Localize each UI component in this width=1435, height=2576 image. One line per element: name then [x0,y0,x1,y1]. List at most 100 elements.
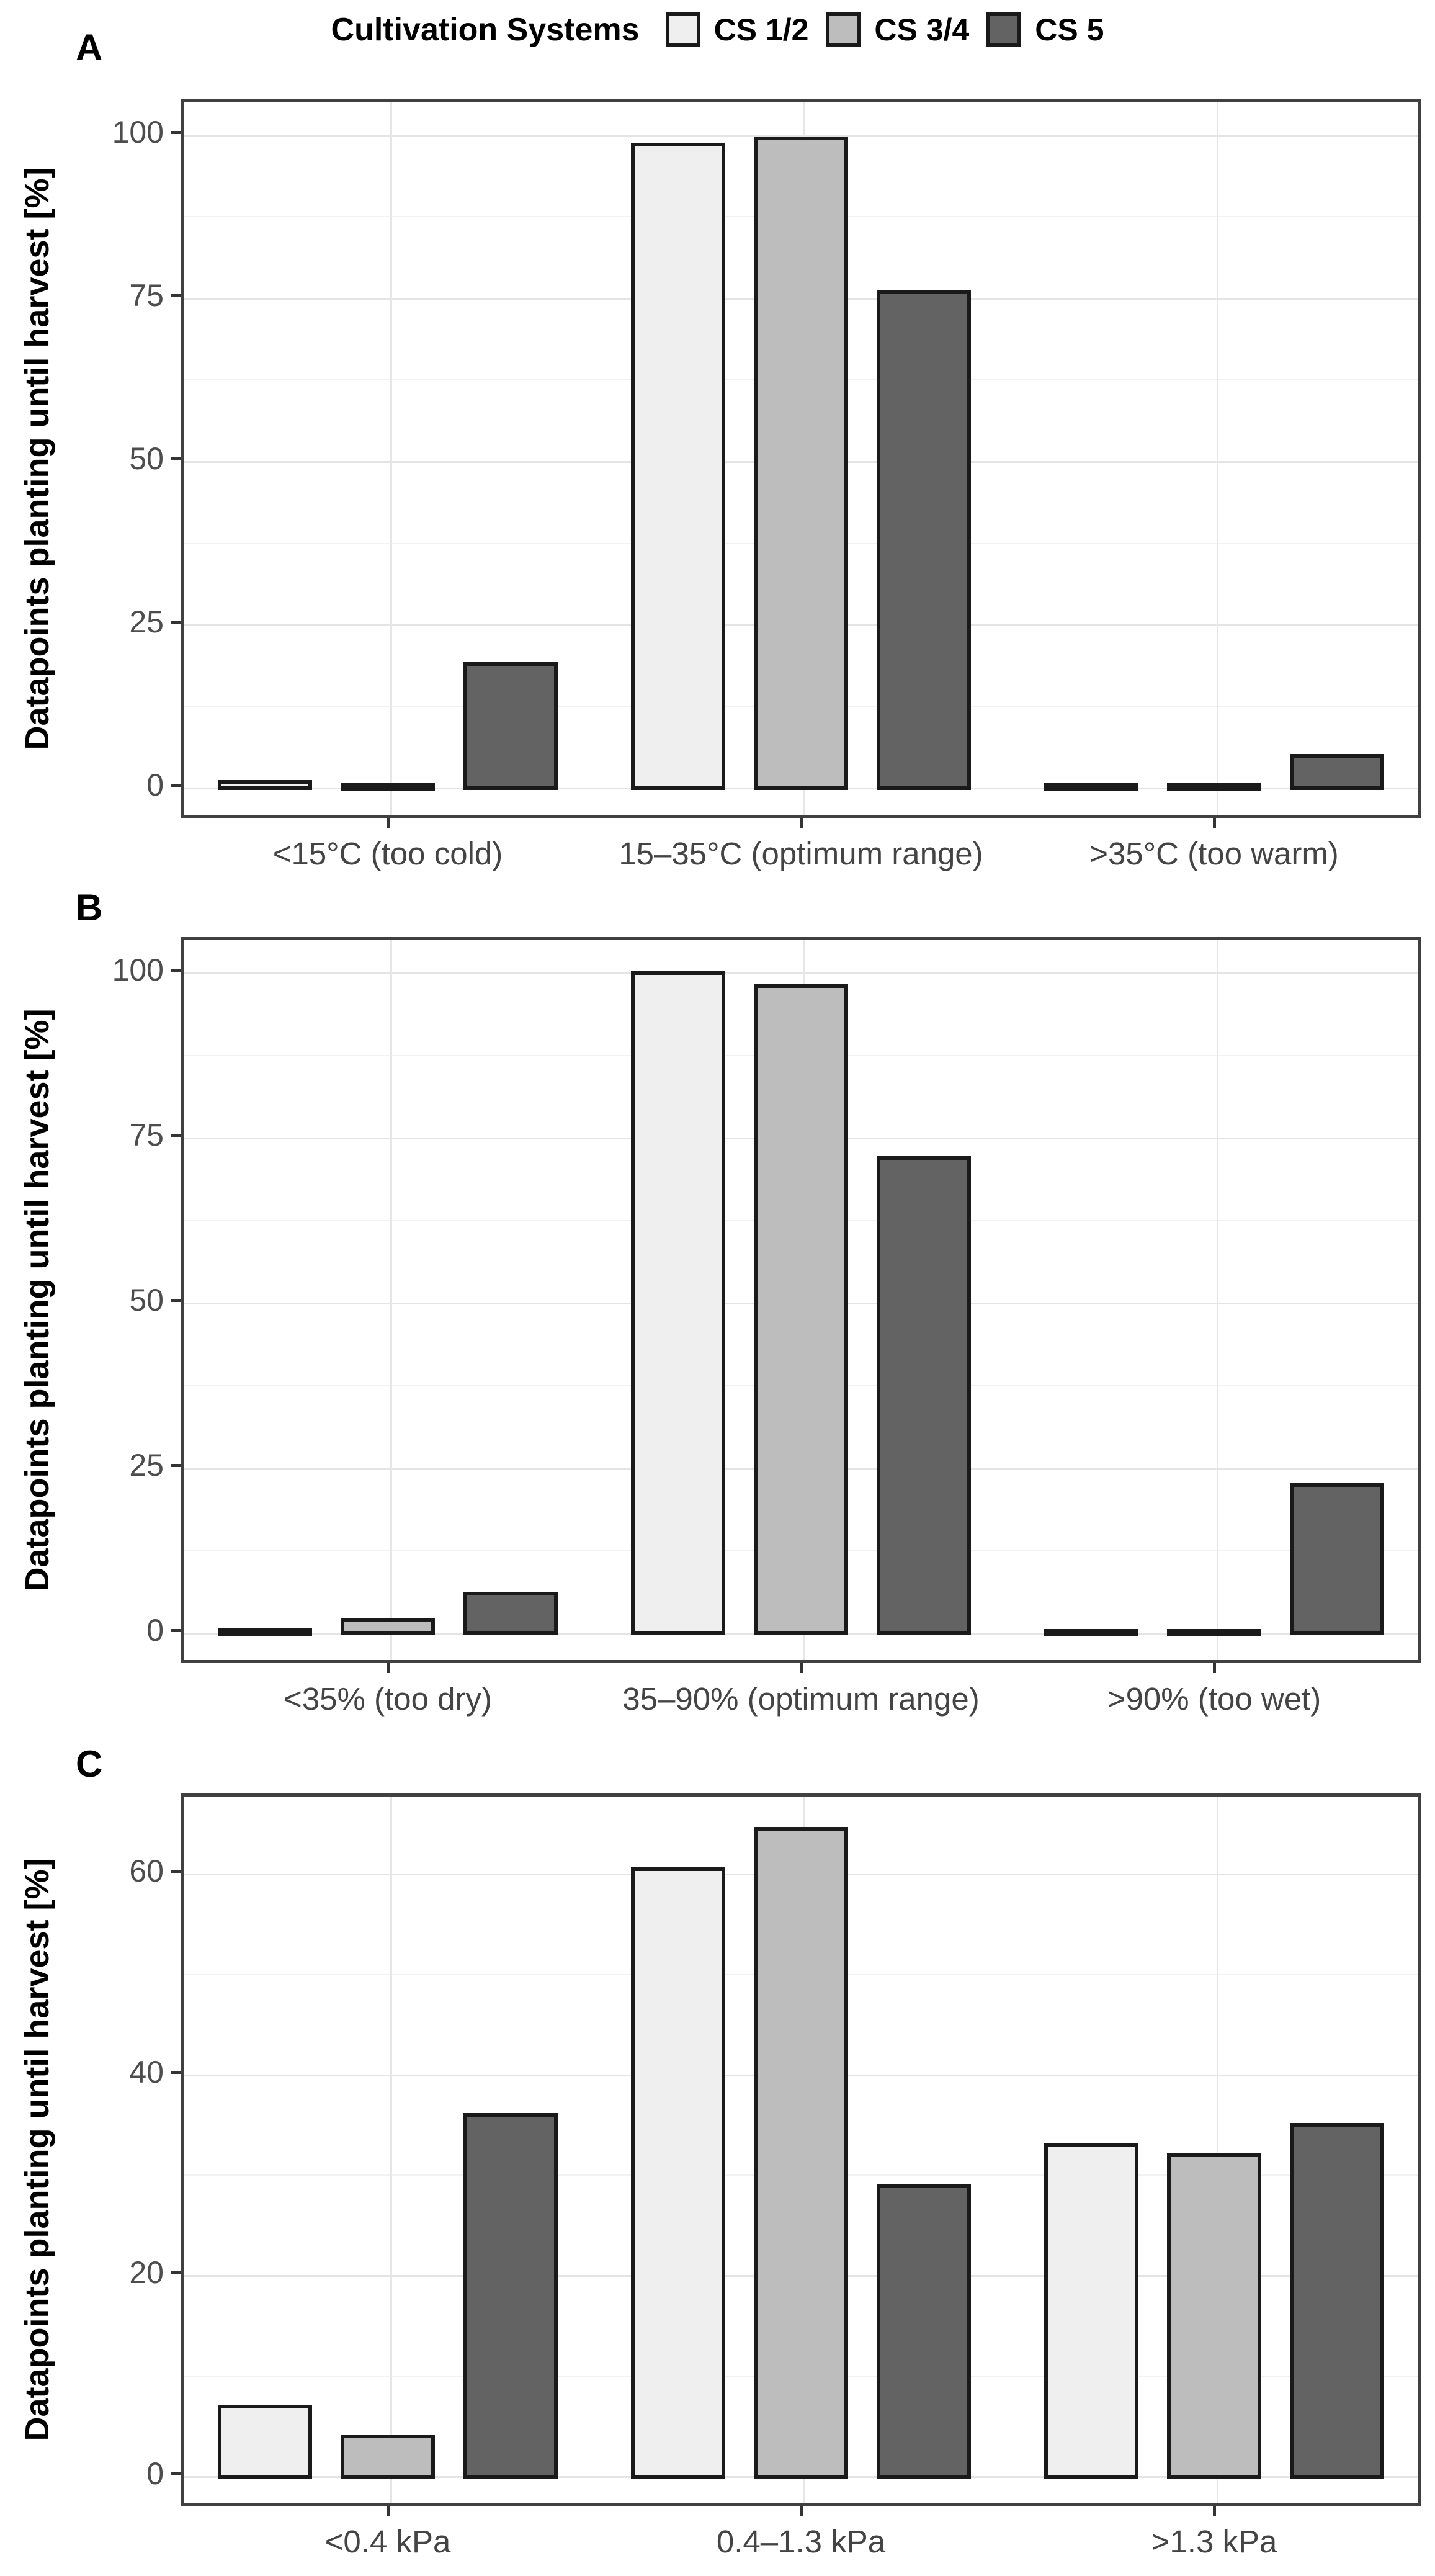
y-tick-mark [171,294,181,297]
y-tick-mark [171,457,181,460]
y-tick-label: 75 [129,277,164,313]
gridline-major [184,134,1418,137]
y-tick-label: 0 [146,768,164,803]
bar-cs5-1 [463,1592,558,1635]
y-tick-label: 25 [129,604,164,640]
x-tick-mark [386,818,390,828]
bar-cs34-3 [1167,783,1261,791]
y-tick-label: 100 [112,114,164,150]
y-tick-label: 25 [129,1447,164,1483]
x-tick-mark [1212,1663,1216,1673]
gridline-vertical [390,102,392,815]
y-tick-label: 0 [146,2456,164,2492]
x-tick-label: >1.3 kPa [1151,2524,1277,2559]
legend: Cultivation Systems CS 1/2 CS 3/4 CS 5 [0,11,1435,48]
y-tick-label: 60 [129,1853,164,1888]
y-tick-mark [171,621,181,624]
x-tick-label: 15–35°C (optimum range) [619,836,983,871]
x-tick-label: <15°C (too cold) [272,836,503,871]
bar-cs12-3 [1044,2143,1138,2479]
panel-c-y-axis-title: Datapoints planting until harvest [%] [19,1858,56,2441]
panel-b-letter: B [76,887,103,928]
x-tick-mark [799,818,803,828]
bar-cs34-2 [754,136,848,791]
bar-cs5-2 [877,1156,971,1635]
y-tick-label: 50 [129,1283,164,1317]
panel-b-plot-area [181,937,1421,1663]
y-tick-label: 40 [129,2054,164,2089]
y-tick-mark [171,969,181,972]
gridline-major [184,972,1418,975]
panel-a-plot-area [181,99,1421,818]
legend-entry-cs5: CS 5 [986,12,1104,48]
legend-entry-cs34: CS 3/4 [826,12,969,48]
panel-c-plot-area [181,1793,1421,2506]
x-tick-mark [1212,2506,1216,2516]
y-tick-label: 0 [146,1612,164,1648]
bar-cs34-3 [1167,1628,1261,1636]
y-tick-mark [171,130,181,134]
bar-cs5-3 [1290,2123,1384,2479]
gridline-vertical [390,940,392,1660]
x-tick-label: 0.4–1.3 kPa [716,2524,886,2559]
x-tick-mark [386,1663,390,1673]
x-tick-label: >90% (too wet) [1107,1681,1321,1717]
gridline-vertical [1216,1797,1218,2503]
x-tick-label: <35% (too dry) [284,1681,492,1717]
y-tick-label: 20 [129,2255,164,2291]
y-tick-mark [171,1463,181,1467]
bar-cs34-2 [754,1826,848,2479]
bar-cs5-2 [877,290,971,791]
y-tick-mark [171,1299,181,1302]
bar-cs5-1 [463,2113,558,2479]
legend-swatch-cs5-icon [986,12,1022,47]
legend-title: Cultivation Systems [331,12,640,48]
bar-cs5-2 [877,2183,971,2479]
y-tick-mark [171,2472,181,2476]
bar-cs5-1 [463,662,558,791]
bar-cs12-2 [631,971,725,1635]
legend-entry-cs12: CS 1/2 [665,12,809,48]
y-tick-mark [171,2271,181,2275]
gridline-vertical [390,1797,392,2503]
x-tick-mark [1212,818,1216,828]
legend-swatch-cs12-icon [665,12,700,47]
bar-cs12-2 [631,143,725,791]
bar-cs34-3 [1167,2153,1261,2479]
bar-cs34-1 [341,1618,435,1635]
y-tick-mark [171,784,181,788]
legend-label-cs5: CS 5 [1035,12,1104,47]
panel-c-letter: C [76,1743,103,1785]
gridline-vertical [1216,940,1218,1660]
legend-label-cs34: CS 3/4 [874,12,970,47]
y-tick-label: 100 [112,953,164,988]
bar-cs12-1 [218,779,312,791]
panel-a-letter: A [76,27,103,68]
x-tick-mark [799,2506,803,2516]
legend-label-cs12: CS 1/2 [713,12,809,47]
bar-cs5-3 [1290,753,1384,791]
x-tick-label: >35°C (too warm) [1089,836,1339,871]
bar-cs34-2 [754,984,848,1635]
y-tick-mark [171,1628,181,1632]
y-tick-label: 50 [129,441,164,476]
x-tick-mark [386,2506,390,2516]
y-tick-label: 75 [129,1118,164,1153]
bar-cs12-3 [1044,783,1138,791]
y-tick-mark [171,1869,181,1873]
bar-cs34-1 [341,2435,435,2479]
x-tick-label: <0.4 kPa [324,2524,451,2559]
y-tick-mark [171,2070,181,2074]
x-tick-label: 35–90% (optimum range) [622,1681,980,1717]
gridline-vertical [1216,102,1218,815]
bar-cs34-1 [341,783,435,791]
bar-cs5-3 [1290,1483,1384,1635]
bar-cs12-2 [631,1867,725,2479]
y-tick-mark [171,1134,181,1138]
bar-cs12-1 [218,1628,312,1636]
x-tick-mark [799,1663,803,1673]
legend-swatch-cs34-icon [826,12,861,47]
bar-cs12-3 [1044,1628,1138,1636]
bar-cs12-1 [218,2404,312,2479]
